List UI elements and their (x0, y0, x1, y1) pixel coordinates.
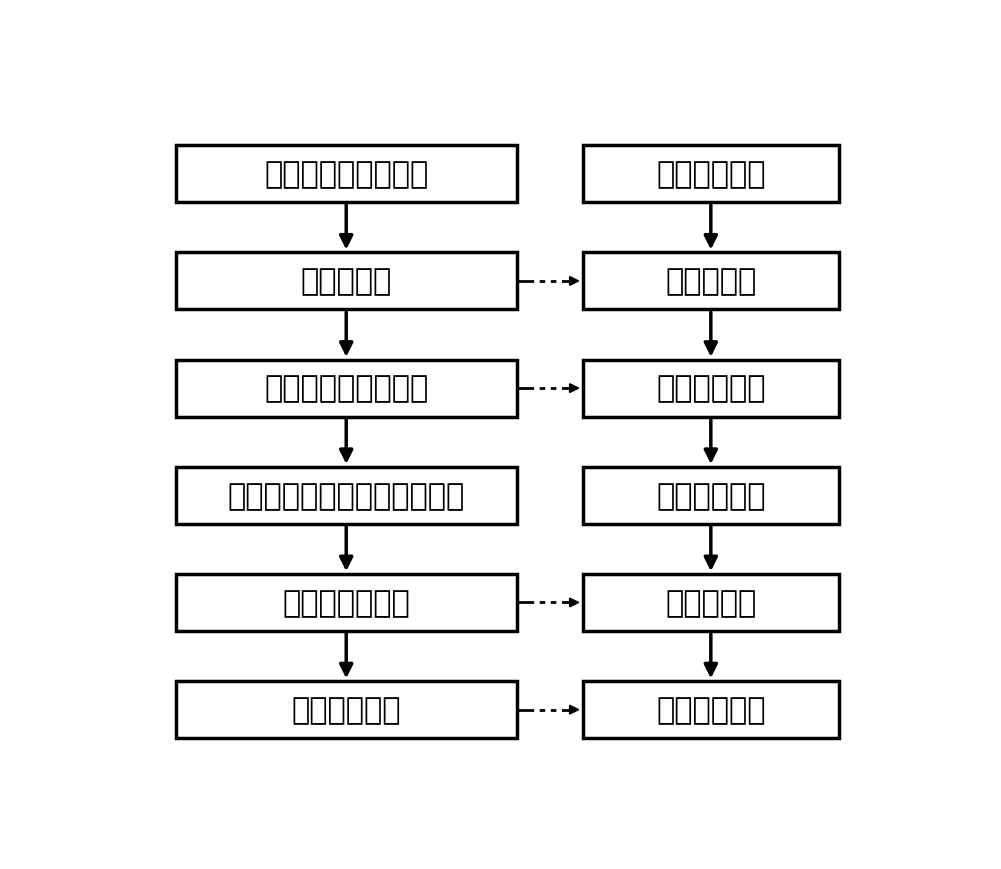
Bar (583, 468, 839, 524)
Text: 误差标准化处理: 误差标准化处理 (282, 588, 410, 617)
Bar (175, 253, 517, 310)
Text: 标准化处理: 标准化处理 (300, 267, 391, 296)
Text: 在线采样数据: 在线采样数据 (656, 160, 766, 189)
Text: 基于回归模型的交叉相关解耦: 基于回归模型的交叉相关解耦 (227, 481, 464, 510)
Bar (175, 468, 517, 524)
Bar (583, 681, 839, 739)
Text: 变量子块划分: 变量子块划分 (656, 375, 766, 403)
Bar (175, 361, 517, 417)
Text: 在线故障监测: 在线故障监测 (656, 695, 766, 725)
Bar (583, 361, 839, 417)
Bar (583, 574, 839, 631)
Text: 标准化处理: 标准化处理 (666, 588, 757, 617)
Bar (175, 146, 517, 203)
Text: 交叉相关解耦: 交叉相关解耦 (656, 481, 766, 510)
Bar (175, 574, 517, 631)
Text: 标准化处理: 标准化处理 (666, 267, 757, 296)
Bar (583, 146, 839, 203)
Text: 故障监测模型: 故障监测模型 (291, 695, 401, 725)
Bar (175, 681, 517, 739)
Bar (583, 253, 839, 310)
Text: 正常工况下训练数据: 正常工况下训练数据 (264, 160, 428, 189)
Text: 多生产单元变量划分: 多生产单元变量划分 (264, 375, 428, 403)
